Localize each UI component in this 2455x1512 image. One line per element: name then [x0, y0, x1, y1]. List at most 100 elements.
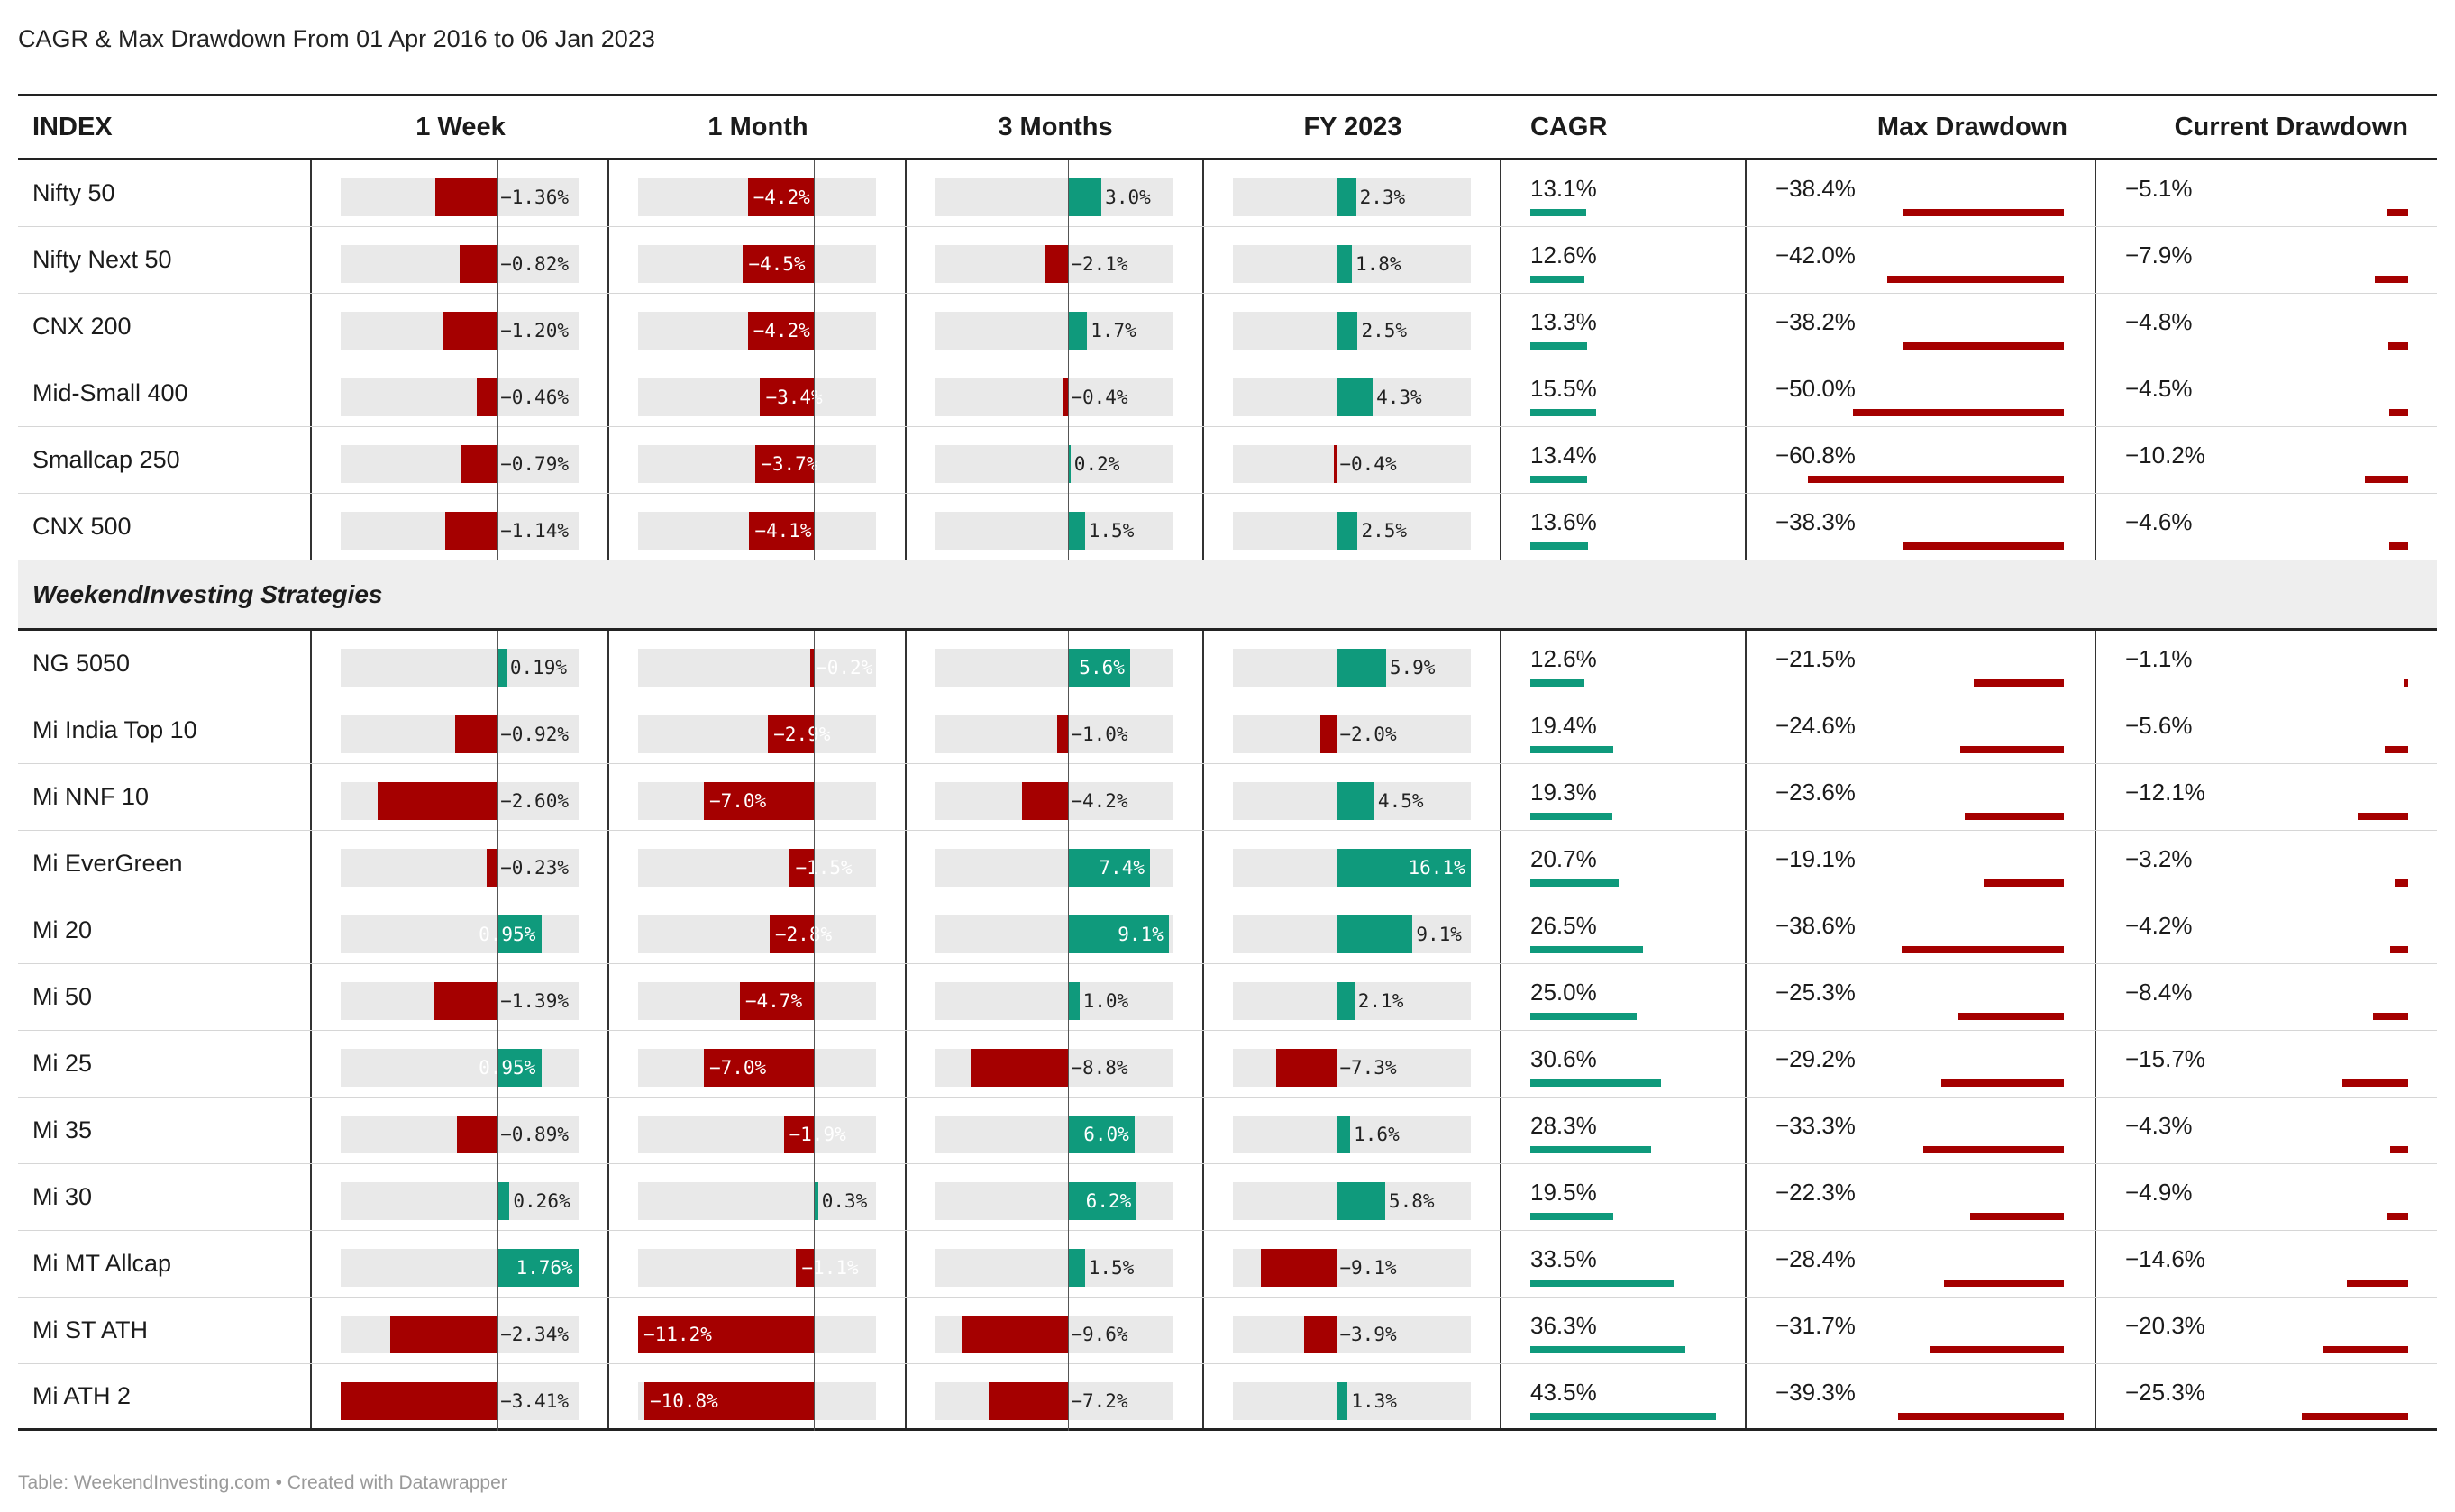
cell-maxdd: −28.4% [1747, 1231, 2096, 1297]
cell-cagr: 15.5% [1501, 360, 1747, 426]
value-label-month: −4.2% [753, 187, 810, 208]
cell-cagr: 19.5% [1501, 1164, 1747, 1230]
bar-track: −3.4% [638, 360, 876, 427]
cell-months3: −4.2% [907, 764, 1204, 831]
zero-line [1068, 360, 1070, 427]
zero-line [813, 227, 815, 294]
value-cagr: 36.3% [1530, 1312, 1597, 1339]
value-label-week: −0.46% [500, 387, 569, 408]
bar-cagr [1530, 813, 1613, 820]
table-row-mi-35: Mi 35 −0.89% −1.9% 6.0% 1.6% 28.3% −33.3% −4.3% [18, 1098, 2437, 1164]
value-maxdd: −22.3% [1775, 1179, 1856, 1206]
row-label: NG 5050 [18, 631, 312, 697]
table-row-mi-st-ath: Mi ST ATH −2.34% −11.2% −9.6% −3.9% 36.3% −31.… [18, 1298, 2437, 1364]
zero-line [813, 1231, 815, 1298]
cell-maxdd: −33.3% [1747, 1098, 2096, 1163]
value-label-month: −3.7% [761, 453, 818, 475]
cell-week: 1.76% [312, 1231, 609, 1298]
zero-line [1068, 494, 1070, 560]
zero-line [497, 964, 499, 1031]
cell-months3: 0.2% [907, 427, 1204, 494]
bar-fy [1333, 445, 1337, 483]
value-label-fy: 5.9% [1389, 657, 1436, 679]
bar-maxdd [1903, 542, 2064, 550]
cell-cagr: 12.6% [1501, 227, 1747, 293]
value-maxdd: −60.8% [1775, 442, 1856, 469]
value-label-month: −4.1% [754, 520, 812, 542]
bar-cagr [1530, 409, 1597, 416]
zero-line [1068, 1298, 1070, 1364]
bar-maxdd [1944, 1280, 2064, 1287]
bar-track: −1.0% [935, 697, 1173, 764]
bar-cagr [1530, 1280, 1674, 1287]
cell-cagr: 26.5% [1501, 897, 1747, 963]
bar-track: −0.82% [341, 227, 579, 294]
row-label: Nifty Next 50 [18, 227, 312, 293]
bar-fy [1337, 1182, 1385, 1220]
value-label-week: 1.76% [516, 1257, 573, 1279]
table-row-ng-5050: NG 5050 0.19% −0.2% 5.6% 5.9% 12.6% −21.5% −1.1… [18, 631, 2437, 697]
value-cagr: 19.3% [1530, 779, 1597, 806]
cell-curdd: −4.9% [2096, 1164, 2437, 1230]
cell-month: −1.5% [609, 831, 907, 897]
cell-months3: 1.7% [907, 294, 1204, 360]
cell-months3: −0.4% [907, 360, 1204, 427]
value-label-week: −2.34% [500, 1324, 569, 1345]
bar-fy [1337, 245, 1352, 283]
bar-months3 [962, 1316, 1069, 1353]
cell-curdd: −7.9% [2096, 227, 2437, 293]
value-maxdd: −38.6% [1775, 912, 1856, 939]
value-label-month: −4.7% [744, 990, 803, 1012]
bar-track: 0.95% [341, 897, 579, 964]
cell-maxdd: −22.3% [1747, 1164, 2096, 1230]
bar-maxdd [1940, 1079, 2064, 1087]
cell-month: −4.2% [609, 160, 907, 227]
bar-week [497, 1182, 510, 1220]
bar-track: −1.1% [638, 1231, 876, 1298]
value-label-month: −1.9% [789, 1124, 846, 1145]
cell-cagr: 36.3% [1501, 1298, 1747, 1363]
value-label-week: −0.82% [500, 253, 569, 275]
zero-line [497, 764, 499, 831]
cell-months3: −7.2% [907, 1364, 1204, 1431]
row-label: Mi 35 [18, 1098, 312, 1163]
cell-week: −0.23% [312, 831, 609, 897]
cell-months3: 6.2% [907, 1164, 1204, 1231]
bar-fy [1337, 982, 1355, 1020]
cell-fy: 2.1% [1204, 964, 1501, 1031]
bar-fy [1261, 1249, 1337, 1287]
bar-track: −7.0% [638, 764, 876, 831]
cell-maxdd: −29.2% [1747, 1031, 2096, 1097]
chart-title: CAGR & Max Drawdown From 01 Apr 2016 to … [18, 25, 655, 52]
zero-line [497, 1164, 499, 1231]
bar-track: −1.39% [341, 964, 579, 1031]
zero-line [497, 227, 499, 294]
bar-curdd [2384, 746, 2408, 753]
bar-track: −0.46% [341, 360, 579, 427]
row-label: Mi 25 [18, 1031, 312, 1097]
value-curdd: −4.3% [2125, 1112, 2193, 1139]
cell-curdd: −1.1% [2096, 631, 2437, 697]
column-header-1-week: 1 Week [415, 112, 506, 141]
bar-track: −9.1% [1233, 1231, 1471, 1298]
table-row-nifty-50: Nifty 50 −1.36% −4.2% 3.0% 2.3% 13.1% −38.4% −5… [18, 160, 2437, 227]
value-label-fy: 2.3% [1359, 187, 1406, 208]
bar-month [760, 378, 814, 416]
value-maxdd: −23.6% [1775, 779, 1856, 806]
table-row-cnx-200: CNX 200 −1.20% −4.2% 1.7% 2.5% 13.3% −38.2% −4.… [18, 294, 2437, 360]
bar-week [434, 178, 498, 216]
value-label-fy: −7.3% [1339, 1057, 1397, 1079]
bar-track: 0.19% [341, 631, 579, 697]
bar-fy [1337, 782, 1374, 820]
cell-months3: 5.6% [907, 631, 1204, 697]
cell-fy: 16.1% [1204, 831, 1501, 897]
bar-week [434, 982, 498, 1020]
column-header-index: INDEX [32, 112, 113, 141]
bar-month [813, 1182, 818, 1220]
bar-month [638, 1316, 814, 1353]
cell-week: 0.26% [312, 1164, 609, 1231]
column-header-current-drawdown: Current Drawdown [2174, 112, 2408, 141]
bar-track: −0.2% [638, 631, 876, 697]
cell-fy: −2.0% [1204, 697, 1501, 764]
row-label: Mi NNF 10 [18, 764, 312, 830]
